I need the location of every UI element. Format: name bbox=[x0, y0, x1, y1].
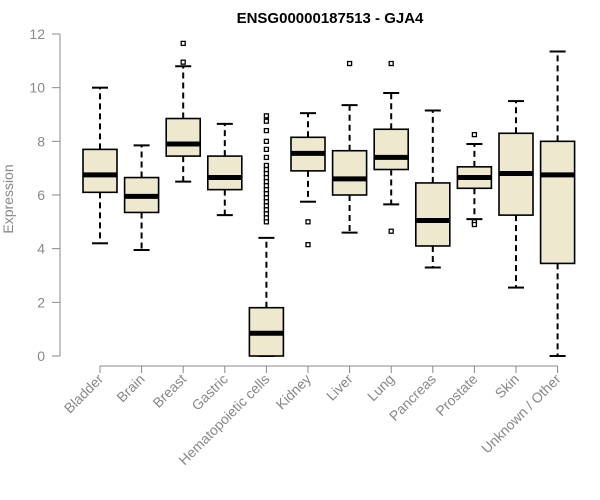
x-tick-label: Bladder bbox=[61, 371, 107, 417]
outlier-point bbox=[388, 228, 394, 234]
plot-area bbox=[82, 40, 576, 357]
y-axis-title: Expression bbox=[0, 164, 16, 233]
x-tick-label: Breast bbox=[149, 371, 189, 411]
iqr-box bbox=[165, 117, 201, 157]
x-tick-label: Liver bbox=[323, 371, 356, 404]
iqr-box bbox=[207, 155, 243, 191]
outlier-point bbox=[471, 221, 478, 228]
outlier-point bbox=[346, 60, 353, 67]
iqr-box bbox=[82, 148, 118, 194]
iqr-box bbox=[331, 149, 368, 196]
iqr-box bbox=[373, 128, 410, 171]
y-axis: 0 2 4 6 8 10 12 bbox=[29, 26, 61, 364]
box-group bbox=[539, 50, 576, 357]
y-tick-label-10: 10 bbox=[29, 80, 45, 96]
x-tick-label: Skin bbox=[492, 371, 523, 402]
y-tick-label-2: 2 bbox=[37, 294, 45, 310]
outlier-point bbox=[263, 127, 270, 134]
x-tick-label: Prostate bbox=[432, 371, 480, 419]
outlier-point bbox=[263, 146, 270, 153]
outlier-point bbox=[263, 113, 270, 119]
y-tick-label-12: 12 bbox=[29, 26, 45, 42]
box-group bbox=[82, 86, 118, 245]
outlier-point bbox=[263, 118, 270, 124]
box-group bbox=[165, 40, 201, 183]
box-group bbox=[414, 109, 451, 269]
outlier-point bbox=[263, 138, 270, 144]
box-group bbox=[290, 112, 326, 248]
x-tick-label: Kidney bbox=[273, 371, 315, 413]
x-tick-label: Lung bbox=[364, 371, 397, 404]
outlier-point bbox=[305, 241, 311, 248]
x-tick-label: Brain bbox=[113, 371, 147, 405]
outlier-point bbox=[180, 40, 186, 47]
iqr-box bbox=[414, 182, 451, 247]
y-tick-label-0: 0 bbox=[37, 348, 45, 364]
outlier-point bbox=[388, 60, 394, 67]
y-tick-label-4: 4 bbox=[37, 241, 45, 257]
outlier-point bbox=[263, 162, 270, 169]
outlier-point bbox=[305, 219, 311, 225]
iqr-box bbox=[539, 140, 576, 265]
box-group bbox=[373, 60, 410, 234]
box-group bbox=[123, 144, 160, 252]
box-group bbox=[248, 113, 285, 357]
outlier-point bbox=[471, 131, 478, 138]
box-group bbox=[456, 131, 493, 228]
outlier-point bbox=[263, 154, 270, 161]
chart-title: ENSG00000187513 - GJA4 bbox=[237, 10, 424, 27]
box-group bbox=[331, 60, 368, 234]
x-tick-label: Unknown / Other bbox=[478, 371, 564, 457]
outlier-point bbox=[180, 59, 186, 65]
box-group bbox=[498, 100, 534, 289]
y-tick-label-6: 6 bbox=[37, 187, 45, 203]
box-group bbox=[207, 122, 243, 217]
y-tick-label-8: 8 bbox=[37, 133, 45, 149]
